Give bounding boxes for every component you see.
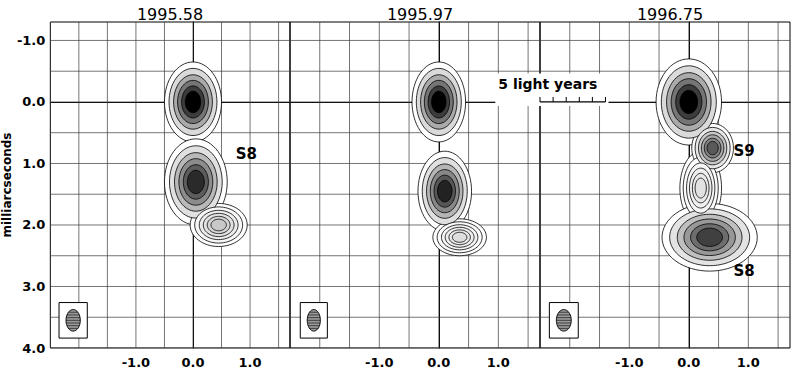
svg-text:1996.75: 1996.75 [637,5,703,24]
svg-text:4.0: 4.0 [22,341,45,356]
svg-text:0.0: 0.0 [181,355,204,370]
svg-text:milliarcseconds: milliarcseconds [0,133,14,238]
svg-text:0.0: 0.0 [677,355,700,370]
svg-text:2.0: 2.0 [22,217,45,232]
svg-text:0.0: 0.0 [427,355,450,370]
svg-text:1.0: 1.0 [239,355,262,370]
svg-text:5 light years: 5 light years [498,76,597,92]
svg-text:-1.0: -1.0 [615,355,643,370]
svg-text:3.0: 3.0 [22,279,45,294]
svg-text:1995.58: 1995.58 [137,5,203,24]
svg-text:-1.0: -1.0 [122,355,150,370]
svg-text:1995.97: 1995.97 [387,5,453,24]
svg-text:1.0: 1.0 [487,355,510,370]
svg-text:0.0: 0.0 [22,94,45,109]
svg-text:1.0: 1.0 [22,156,45,171]
svg-text:S8: S8 [733,262,754,280]
svg-text:1.0: 1.0 [737,355,760,370]
svg-text:-1.0: -1.0 [17,33,45,48]
svg-text:-1.0: -1.0 [365,355,393,370]
svg-text:S9: S9 [733,142,754,160]
svg-text:S8: S8 [236,145,257,163]
